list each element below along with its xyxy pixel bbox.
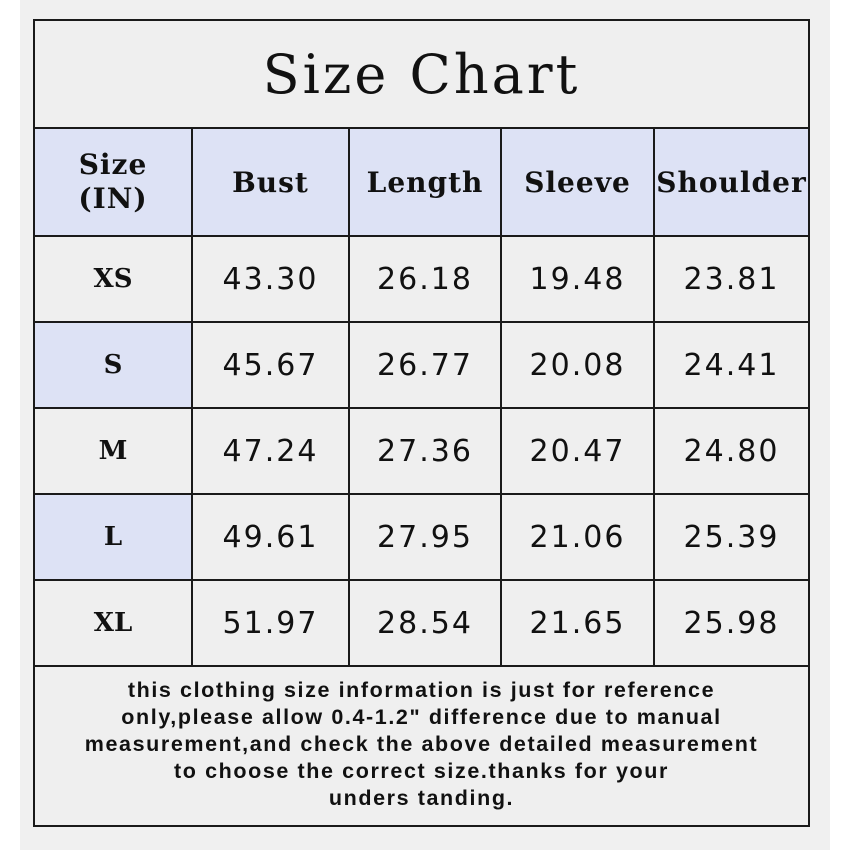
- note-line: measurement,and check the above detailed…: [84, 732, 759, 756]
- cell-shoulder: 25.39: [653, 493, 808, 581]
- header-size: Size (IN): [35, 129, 193, 237]
- cell-shoulder: 24.41: [653, 321, 808, 409]
- table-row: XL 51.97 28.54 21.65 25.98: [35, 579, 808, 667]
- cell-sleeve: 21.06: [500, 493, 655, 581]
- size-chart: Size Chart Size (IN) Bust Length Sleeve S…: [33, 19, 810, 827]
- cell-bust: 47.24: [191, 407, 350, 495]
- cell-bust: 43.30: [191, 236, 350, 323]
- disclaimer-note: this clothing size information is just f…: [35, 665, 808, 825]
- cell-bust: 45.67: [191, 321, 350, 409]
- cell-sleeve: 20.08: [500, 321, 655, 409]
- table-row: M 47.24 27.36 20.47 24.80: [35, 407, 808, 495]
- header-size-unit: (IN): [78, 182, 148, 215]
- cell-size: L: [35, 493, 193, 581]
- header-length: Length: [348, 129, 502, 237]
- header-sleeve: Sleeve: [500, 129, 655, 237]
- cell-bust: 51.97: [191, 579, 350, 667]
- cell-shoulder: 23.81: [653, 236, 808, 323]
- note-line: this clothing size information is just f…: [127, 678, 716, 702]
- cell-length: 28.54: [348, 579, 502, 667]
- cell-shoulder: 24.80: [653, 407, 808, 495]
- cell-bust: 49.61: [191, 493, 350, 581]
- cell-length: 26.18: [348, 236, 502, 323]
- cell-sleeve: 19.48: [500, 236, 655, 323]
- note-line: to choose the correct size.thanks for yo…: [174, 759, 669, 783]
- chart-title: Size Chart: [35, 21, 808, 129]
- table-row: XS 43.30 26.18 19.48 23.81: [35, 236, 808, 323]
- cell-shoulder: 25.98: [653, 579, 808, 667]
- header-row: Size (IN) Bust Length Sleeve Shoulder: [35, 129, 808, 237]
- table-row: L 49.61 27.95 21.06 25.39: [35, 493, 808, 581]
- table-row: S 45.67 26.77 20.08 24.41: [35, 321, 808, 409]
- cell-length: 27.36: [348, 407, 502, 495]
- header-shoulder: Shoulder: [653, 129, 808, 237]
- header-size-label: Size: [78, 148, 148, 181]
- cell-sleeve: 21.65: [500, 579, 655, 667]
- note-line: only,please allow 0.4-1.2" difference du…: [121, 705, 722, 729]
- cell-sleeve: 20.47: [500, 407, 655, 495]
- cell-size: M: [35, 407, 193, 495]
- cell-length: 27.95: [348, 493, 502, 581]
- size-table: Size (IN) Bust Length Sleeve Shoulder XS 4…: [35, 129, 808, 667]
- cell-size: XL: [35, 579, 193, 667]
- cell-size: S: [35, 321, 193, 409]
- cell-length: 26.77: [348, 321, 502, 409]
- cell-size: XS: [35, 236, 193, 323]
- note-line: unders tanding.: [328, 786, 515, 810]
- header-bust: Bust: [191, 129, 350, 237]
